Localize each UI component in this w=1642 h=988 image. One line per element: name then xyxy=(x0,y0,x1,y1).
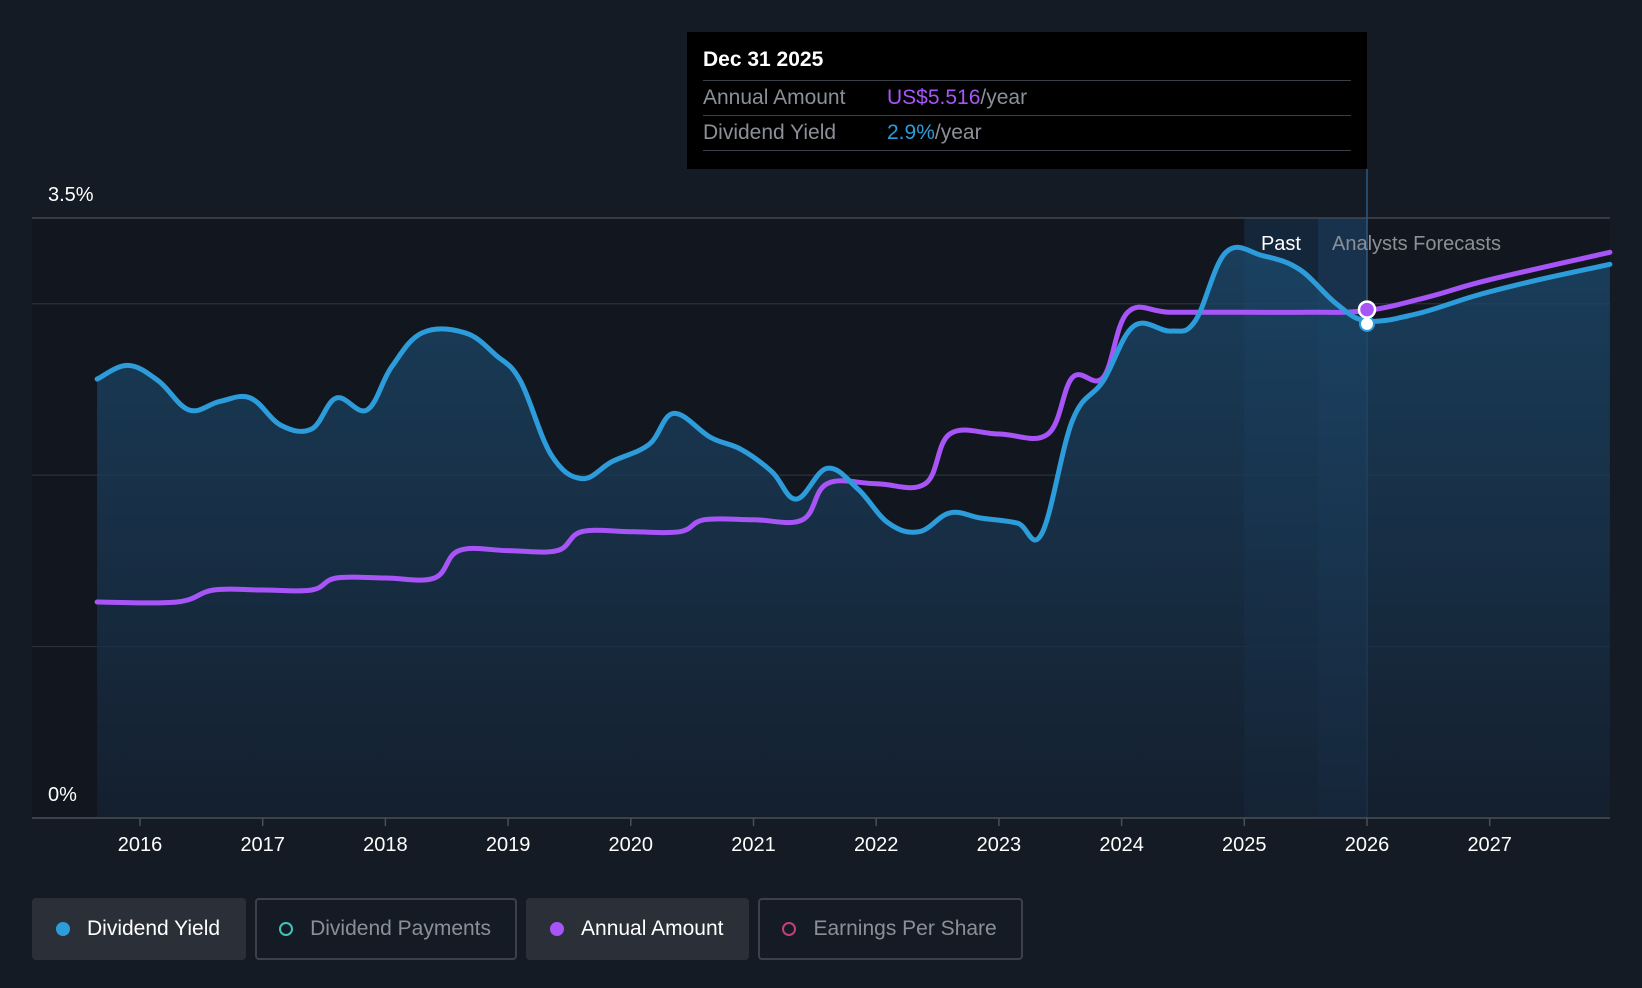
forecast-label: Analysts Forecasts xyxy=(1332,233,1501,255)
tooltip-value: US$5.516 xyxy=(887,86,981,109)
legend-annual-amount[interactable]: Annual Amount xyxy=(526,898,750,960)
tooltip: Dec 31 2025 Annual Amount US$5.516 /year… xyxy=(687,32,1367,169)
tooltip-unit: /year xyxy=(934,121,982,144)
x-tick-label: 2019 xyxy=(486,834,531,856)
tooltip-unit: /year xyxy=(980,86,1028,109)
dividend-yield-marker xyxy=(1359,315,1375,332)
x-tick-label: 2023 xyxy=(977,834,1022,856)
x-tick-label: 2027 xyxy=(1467,834,1512,856)
tooltip-date: Dec 31 2025 xyxy=(703,46,1351,81)
tooltip-row-annual-amount: Annual Amount US$5.516 /year xyxy=(703,81,1351,116)
dividend-yield-dot-icon xyxy=(56,922,70,936)
dividend-yield-area xyxy=(97,247,1610,818)
tooltip-label: Dividend Yield xyxy=(703,121,837,144)
annual-amount-marker xyxy=(1357,300,1377,319)
tooltip-value: 2.9% xyxy=(887,121,935,144)
tooltip-label: Annual Amount xyxy=(703,86,846,109)
legend-label: Dividend Payments xyxy=(310,917,492,940)
x-tick-label: 2020 xyxy=(609,834,654,856)
x-tick-label: 2022 xyxy=(854,834,899,856)
legend-label: Earnings Per Share xyxy=(813,917,997,940)
legend-dividend-yield[interactable]: Dividend Yield xyxy=(32,898,247,960)
x-tick-label: 2024 xyxy=(1099,834,1144,856)
legend-label: Dividend Yield xyxy=(87,917,221,940)
earnings-per-share-ring-icon xyxy=(782,922,797,936)
y-axis-max-label: 3.5% xyxy=(48,184,94,206)
legend-earnings-per-share[interactable]: Earnings Per Share xyxy=(758,898,1023,960)
x-tick-label: 2016 xyxy=(118,834,163,856)
legend: Dividend Yield Dividend Payments Annual … xyxy=(32,898,1023,960)
y-axis-min-label: 0% xyxy=(48,784,77,806)
x-tick-label: 2026 xyxy=(1345,834,1390,856)
legend-label: Annual Amount xyxy=(581,917,724,940)
dividend-payments-ring-icon xyxy=(279,922,294,936)
dividend-yield-line xyxy=(94,244,1613,543)
annual-amount-line xyxy=(94,249,1613,606)
x-tick-label: 2021 xyxy=(731,834,776,856)
x-tick-label: 2017 xyxy=(240,834,285,856)
past-label: Past xyxy=(1261,233,1301,255)
x-tick-label: 2018 xyxy=(363,834,408,856)
x-tick-label: 2025 xyxy=(1222,834,1267,856)
legend-dividend-payments[interactable]: Dividend Payments xyxy=(255,898,518,960)
tooltip-row-dividend-yield: Dividend Yield 2.9% /year xyxy=(703,116,1351,151)
annual-amount-dot-icon xyxy=(550,922,565,936)
